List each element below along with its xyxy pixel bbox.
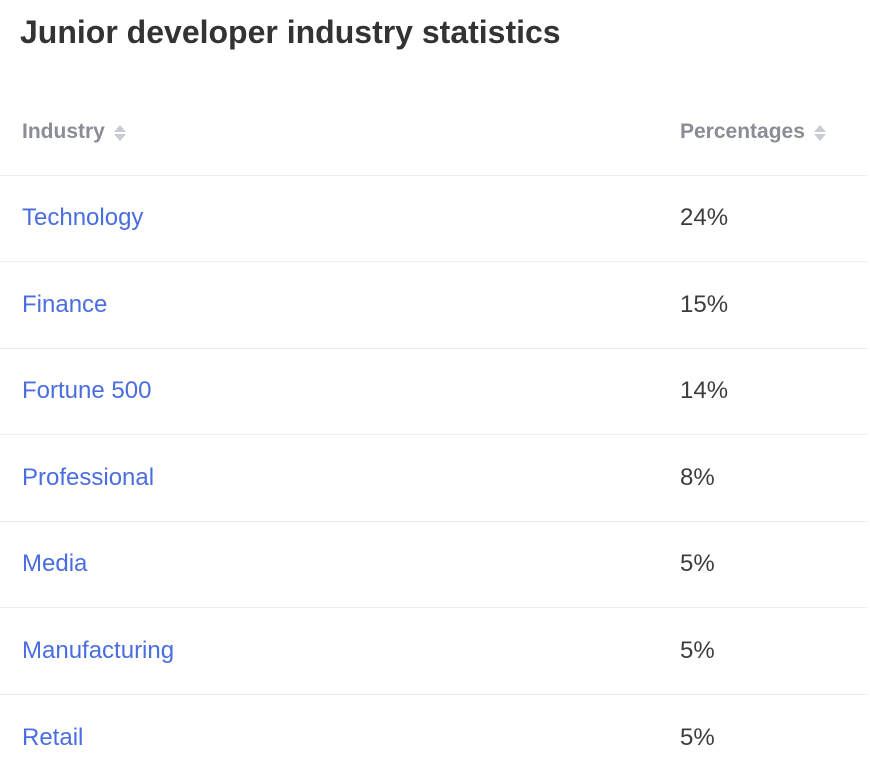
industry-link[interactable]: Professional [22, 463, 155, 491]
industry-link[interactable]: Manufacturing [22, 636, 175, 664]
industry-stats-table: Industry Percentages Technology 24% Fina… [0, 90, 867, 781]
sort-arrows-icon[interactable] [813, 124, 826, 142]
sort-arrows-icon[interactable] [113, 124, 126, 142]
industry-link[interactable]: Finance [22, 290, 108, 318]
percentage-value: 14% [680, 377, 729, 405]
table-row: Retail 5% [0, 694, 867, 781]
industry-link[interactable]: Technology [22, 204, 144, 232]
percentage-value: 5% [680, 550, 715, 578]
industry-link[interactable]: Retail [22, 723, 84, 751]
table-header-row: Industry Percentages [0, 90, 867, 175]
percentage-value: 5% [680, 723, 715, 751]
column-header-industry-label: Industry [22, 120, 105, 144]
table-row: Media 5% [0, 521, 867, 608]
percentage-value: 8% [680, 463, 715, 491]
table-row: Professional 8% [0, 435, 867, 521]
table-row: Finance 15% [0, 262, 867, 348]
table-row: Manufacturing 5% [0, 608, 867, 694]
percentage-value: 15% [680, 290, 729, 318]
page-title: Junior developer industry statistics [20, 14, 561, 50]
percentage-value: 5% [680, 636, 715, 664]
table-row: Technology 24% [0, 175, 867, 262]
column-header-percentages-label: Percentages [680, 120, 805, 144]
industry-link[interactable]: Fortune 500 [22, 377, 152, 405]
industry-link[interactable]: Media [22, 550, 88, 578]
table-row: Fortune 500 14% [0, 348, 867, 435]
column-header-percentages[interactable]: Percentages [658, 90, 867, 175]
percentage-value: 24% [680, 204, 729, 232]
column-header-industry[interactable]: Industry [0, 90, 658, 175]
